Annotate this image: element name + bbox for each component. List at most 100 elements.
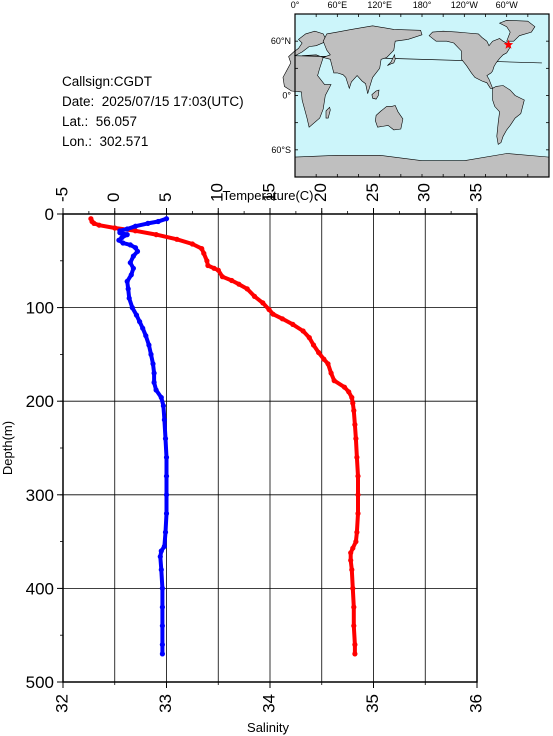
temperature-point (251, 293, 258, 299)
temperature-point (91, 220, 97, 226)
salinity-point (124, 226, 130, 232)
salinity-point (163, 473, 170, 479)
salinity-point (129, 305, 135, 311)
temperature-point (290, 321, 296, 327)
temperature-tick-label: 25 (363, 183, 382, 202)
temperature-point (270, 311, 276, 317)
salinity-tick-label: 34 (259, 694, 278, 713)
depth-tick-label: 200 (26, 392, 54, 411)
temperature-point (266, 306, 272, 313)
salinity-point (163, 510, 170, 517)
temperature-point (325, 361, 331, 367)
salinity-point (159, 585, 165, 592)
temperature-point (352, 651, 358, 657)
map-lon-label: 180° (413, 0, 432, 10)
salinity-point (125, 286, 131, 292)
temperature-point (353, 539, 359, 545)
temperature-tick-label: 20 (311, 183, 330, 202)
salinity-point (124, 232, 130, 238)
temperature-point (348, 557, 354, 563)
station-info: Callsign:CGDT Date: 2025/07/15 17:03(UTC… (62, 72, 244, 152)
temperature-point (306, 335, 312, 341)
salinity-point (161, 543, 167, 549)
landmass (322, 25, 423, 94)
salinity-point (146, 342, 152, 348)
map-lon-label: 120°E (367, 0, 392, 10)
salinity-point (124, 278, 130, 284)
temperature-point (316, 349, 322, 356)
temperature-point (279, 316, 285, 322)
salinity-point (132, 223, 139, 229)
salinity-tick-label: 32 (52, 694, 71, 713)
temperature-point (229, 277, 235, 284)
temperature-point (331, 378, 337, 384)
temperature-point (346, 389, 352, 395)
salinity-tick-label: 35 (363, 694, 382, 713)
salinity-point (159, 642, 165, 648)
salinity-point (161, 417, 167, 423)
temperature-point (349, 394, 355, 401)
salinity-point (126, 295, 132, 301)
temperature-point (348, 550, 354, 556)
salinity-point (145, 220, 151, 226)
salinity-point (116, 237, 122, 243)
salinity-point (158, 394, 164, 401)
map-lat-label: 0° (282, 91, 291, 101)
temperature-point (350, 545, 356, 551)
date-text: Date: 2025/07/15 17:03(UTC) (62, 94, 244, 109)
temperature-point (236, 281, 242, 287)
salinity-point (163, 492, 170, 498)
landmass (325, 106, 331, 119)
salinity-point (153, 387, 159, 393)
salinity-point (163, 454, 170, 460)
map-lon-label: 60°E (328, 0, 348, 10)
temperature-point (328, 370, 334, 376)
temperature-point (201, 250, 207, 256)
depth-tick-label: 300 (26, 486, 54, 505)
temperature-tick-label: 5 (156, 193, 175, 202)
landmass (498, 19, 536, 42)
salinity-point (155, 218, 161, 225)
temperature-point (189, 241, 195, 247)
temperature-point (352, 642, 358, 648)
temperature-point (350, 400, 356, 406)
depth-tick-label: 500 (26, 673, 54, 692)
temperature-point (355, 492, 361, 498)
map-lat-label: 60°N (271, 36, 291, 46)
salinity-point (127, 260, 133, 266)
salinity-point (133, 312, 140, 318)
temperature-point (353, 436, 359, 442)
salinity-point (151, 379, 157, 386)
depth-tick-label: 100 (26, 299, 54, 318)
temperature-point (96, 222, 102, 228)
temperature-point (352, 422, 358, 428)
salinity-tick-label: 33 (156, 694, 175, 713)
salinity-point (151, 370, 157, 376)
salinity-point (157, 554, 163, 560)
salinity-point (158, 567, 164, 573)
temperature-tick-label: 35 (466, 183, 485, 202)
temperature-tick-label: 10 (208, 183, 227, 202)
location-map: 0° 60°E 120°E 180° 120°W 60°W 60°N 0° 60°S (271, 0, 550, 178)
temperature-point (260, 300, 266, 306)
station-marker-icon (503, 39, 514, 49)
salinity-axis-title: Salinity (247, 720, 289, 735)
landmass (375, 105, 404, 131)
salinity-tick-label: 36 (466, 694, 485, 713)
temperature-tick-label: 0 (104, 193, 123, 202)
temperature-point (351, 408, 357, 414)
temperature-point (244, 286, 250, 292)
temperature-point (219, 274, 225, 280)
map-lon-label: 0° (291, 0, 300, 10)
temperature-tick-label: 15 (259, 183, 278, 202)
landmass (428, 30, 510, 89)
salinity-point (159, 604, 165, 610)
temperature-point (300, 328, 306, 334)
temperature-point (174, 236, 180, 242)
map-lon-label: 120°W (451, 0, 479, 10)
depth-tick-label: 0 (45, 205, 54, 224)
map-lat-label: 60°S (271, 145, 291, 155)
temperature-point (199, 246, 205, 252)
temperature-point (132, 228, 138, 234)
